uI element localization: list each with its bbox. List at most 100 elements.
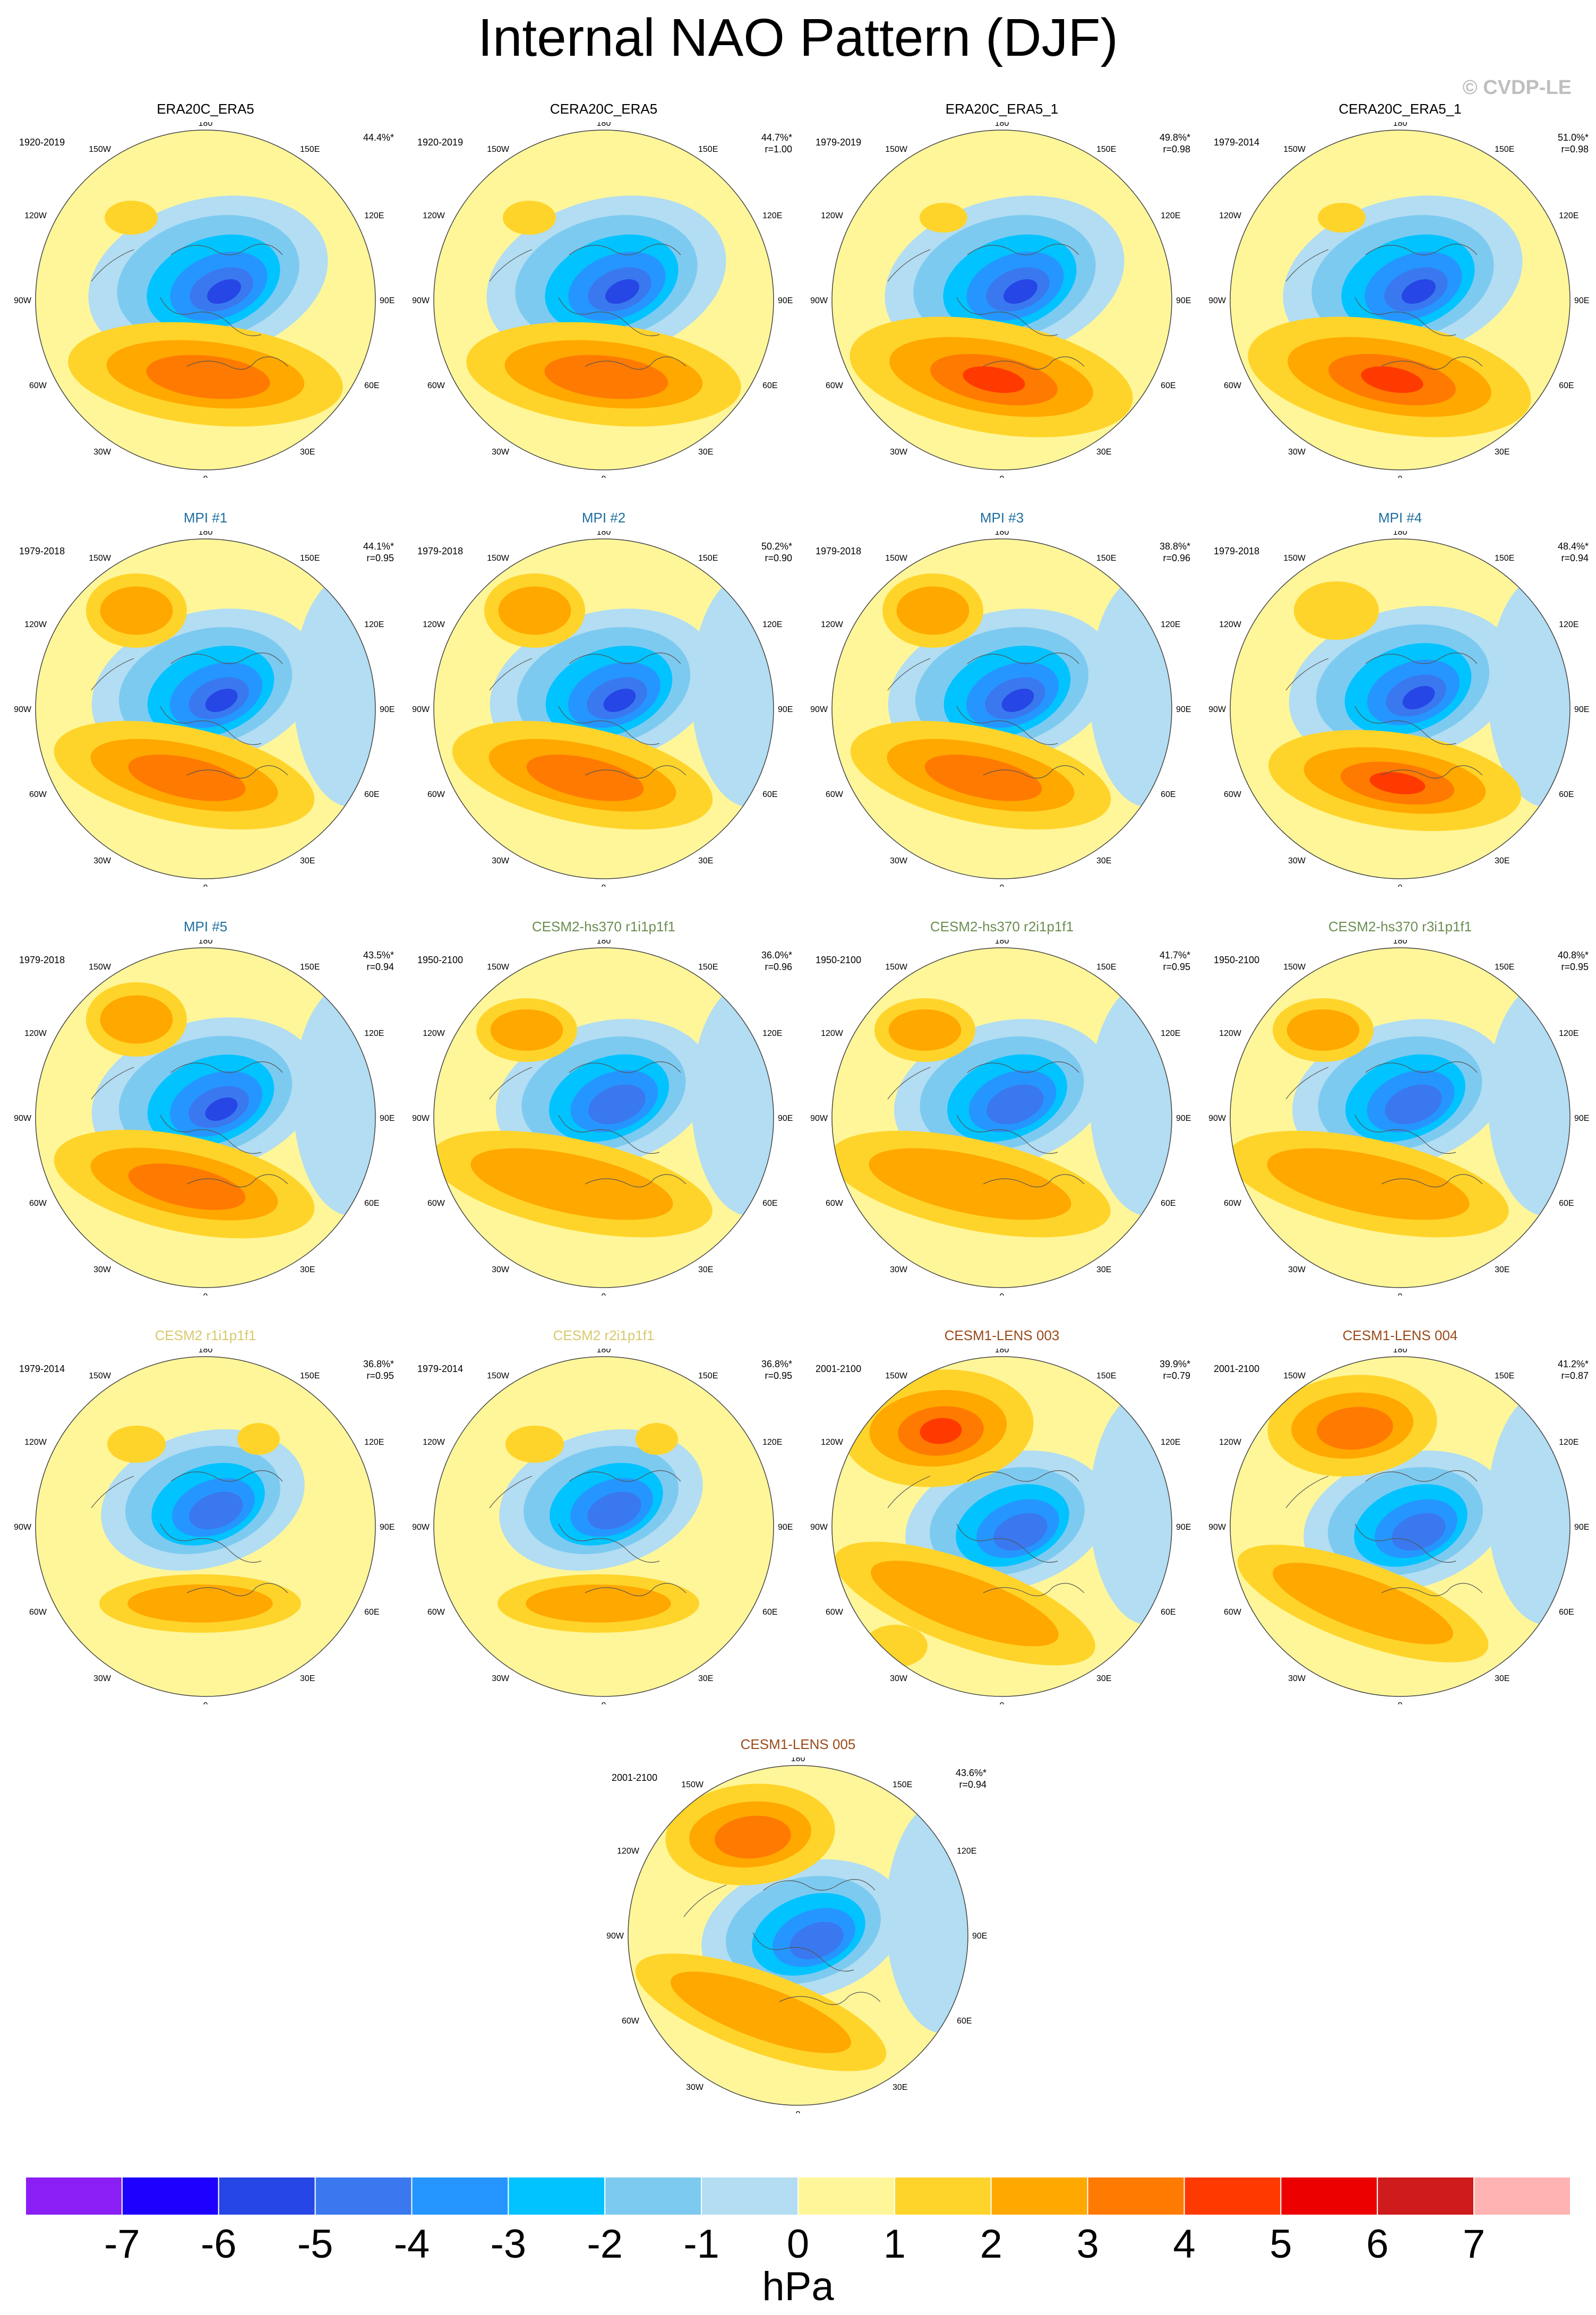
field-layer xyxy=(832,948,1172,1288)
negative-contour xyxy=(189,1491,243,1530)
longitude-label: 150E xyxy=(1495,554,1514,563)
longitude-label: 150W xyxy=(885,1371,908,1381)
longitude-label: 180 xyxy=(597,122,611,128)
longitude-label: 150E xyxy=(698,145,718,154)
longitude-label: 0 xyxy=(602,884,606,887)
positive-contour xyxy=(503,201,556,235)
longitude-label: 90W xyxy=(810,1114,828,1123)
map-border xyxy=(628,1765,968,2106)
panel-stats: 36.8%* r=0.95 xyxy=(761,1359,792,1381)
map-border xyxy=(831,130,1172,470)
colorbar-swatch xyxy=(508,2177,606,2216)
colorbar-tick-label: -3 xyxy=(491,2222,527,2267)
longitude-label: 120W xyxy=(1219,1438,1242,1447)
panel-stats: 50.2%* r=0.90 xyxy=(761,541,792,563)
coastline xyxy=(967,1061,1079,1073)
longitude-label: 90E xyxy=(1574,1114,1589,1123)
map-border xyxy=(433,538,774,879)
longitude-label: 90E xyxy=(1176,1523,1191,1532)
polar-map: 180 150E 120E 90E 60E 30E 0 30W 60W 90W 120W 150W xyxy=(1208,122,1589,478)
coastline xyxy=(91,658,134,691)
coastline xyxy=(967,244,1079,255)
positive-contour xyxy=(505,1426,564,1463)
map-panel: CESM1-LENS 003 2001-2100 39.9%* r=0.79 180 1… xyxy=(808,1327,1196,1704)
coastline xyxy=(683,1884,727,1917)
polar-map: 180 150E 120E 90E 60E 30E 0 30W 60W 90W 120W 150W xyxy=(14,1349,394,1704)
longitude-label: 150W xyxy=(487,1371,510,1381)
positive-contour xyxy=(237,1423,280,1455)
negative-region xyxy=(1488,982,1570,1216)
longitude-label: 60W xyxy=(29,790,47,799)
colorbar: -7 -6 -5 -4 -3 -2 -1 0 1 2 3 4 5 6 7 hPa xyxy=(25,2177,1571,2309)
coastline xyxy=(170,1470,283,1482)
coastlines xyxy=(91,1061,288,1188)
colorbar-swatch xyxy=(990,2177,1088,2216)
coastline xyxy=(186,765,288,779)
longitude-label: 30W xyxy=(890,1265,908,1274)
longitude-label: 150W xyxy=(487,554,510,563)
coastline xyxy=(1365,1061,1478,1073)
longitude-label: 120E xyxy=(364,620,384,629)
longitude-label: 60W xyxy=(826,1199,844,1208)
negative-contour xyxy=(207,279,241,304)
longitude-label: 90W xyxy=(14,1523,32,1532)
panel-stats: 41.7%* r=0.95 xyxy=(1159,950,1190,972)
longitude-label: 60E xyxy=(1161,790,1175,799)
longitude-label: 150E xyxy=(1096,963,1116,972)
longitude-label: 120W xyxy=(821,1438,844,1447)
colorbar-tick-label: -2 xyxy=(587,2222,623,2267)
map-border xyxy=(35,1356,376,1697)
panel-title: ERA20C_ERA5_1 xyxy=(945,101,1059,117)
coastline xyxy=(186,356,288,370)
longitude-label: 150W xyxy=(681,1780,704,1789)
longitude-label: 90E xyxy=(1574,1523,1589,1532)
longitude-label: 90W xyxy=(412,1523,430,1532)
negative-region xyxy=(1089,982,1172,1216)
longitude-label: 120W xyxy=(1219,1029,1242,1038)
panel-title: MPI #1 xyxy=(183,510,228,526)
positive-contour xyxy=(1267,1148,1470,1220)
colorbar-swatch xyxy=(1087,2177,1185,2216)
panel-title: CESM2 r2i1p1f1 xyxy=(553,1327,655,1343)
polar-map: 180 150E 120E 90E 60E 30E 0 30W 60W 90W 120W 150W xyxy=(810,122,1191,478)
longitude-label: 90W xyxy=(412,296,430,305)
polar-map: 180 150E 120E 90E 60E 30E 0 30W 60W 90W 120W 150W xyxy=(14,122,394,478)
coastline xyxy=(489,1476,533,1508)
panel-period: 2001-2100 xyxy=(1214,1364,1260,1374)
panel-stats: 43.6%* r=0.94 xyxy=(955,1768,986,1790)
field-layer xyxy=(434,130,774,470)
panel-title: CESM1-LENS 004 xyxy=(1342,1327,1458,1343)
longitude-label: 60E xyxy=(957,2017,972,2026)
coastline xyxy=(1365,244,1478,255)
coastline xyxy=(887,249,931,282)
longitude-label: 90W xyxy=(1208,1114,1226,1123)
field-layer xyxy=(36,539,375,879)
coastlines xyxy=(489,653,687,779)
longitude-label: 60W xyxy=(29,1199,47,1208)
longitude-label: 30W xyxy=(492,1674,510,1683)
coastlines xyxy=(489,244,687,370)
coastlines xyxy=(489,1061,687,1188)
colorbar-swatch xyxy=(25,2177,123,2216)
colorbar-tick-label: -6 xyxy=(201,2222,237,2267)
coastline xyxy=(1354,297,1456,337)
field-layer xyxy=(628,1765,968,2105)
positive-contour xyxy=(888,1009,962,1051)
coastline xyxy=(887,658,931,691)
longitude-label: 180 xyxy=(995,531,1009,537)
map-panel: CESM1-LENS 005 2001-2100 43.6%* r=0.94 180 1… xyxy=(604,1736,992,2113)
positive-contour xyxy=(1317,1407,1393,1450)
panel-title: CERA20C_ERA5_1 xyxy=(1338,101,1462,117)
coastline xyxy=(956,1523,1058,1563)
longitude-label: 30W xyxy=(1288,448,1306,457)
positive-contour xyxy=(128,1163,246,1210)
coastline xyxy=(1354,1114,1456,1154)
longitude-label: 60W xyxy=(29,381,47,390)
longitude-label: 150W xyxy=(487,963,510,972)
longitude-label: 60W xyxy=(826,381,844,390)
coastline xyxy=(585,1583,687,1597)
polar-map: 180 150E 120E 90E 60E 30E 0 30W 60W 90W 120W 150W xyxy=(412,531,793,887)
longitude-label: 120W xyxy=(423,1029,445,1038)
longitude-label: 120E xyxy=(762,211,782,220)
longitude-label: 90E xyxy=(778,1523,793,1532)
